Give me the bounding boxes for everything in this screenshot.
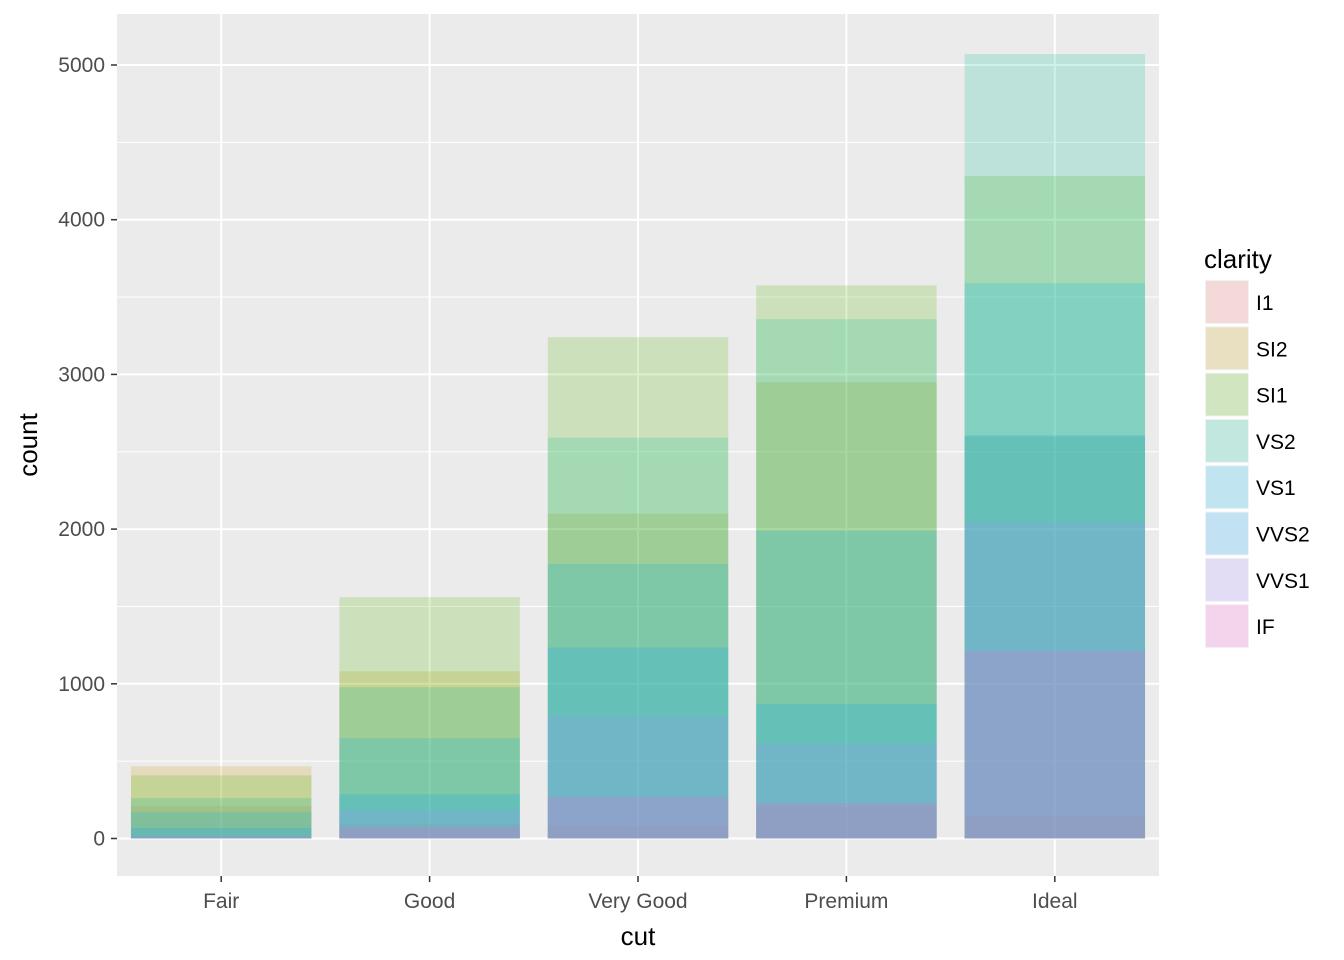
bar-vvs2-good [339,794,520,839]
y-tick-label: 4000 [58,209,105,232]
x-tick-label: Fair [203,890,239,913]
legend-label-vvs2: VVS2 [1256,524,1310,547]
bar-si1-ideal [964,176,1146,839]
y-tick-label: 5000 [58,54,105,77]
legend-key-vs1 [1206,466,1248,509]
bar-if-premium [756,802,937,839]
legend-label-if: IF [1256,616,1275,639]
y-axis: 0 1000 2000 3000 4000 5000 [58,54,117,851]
bar-vs1-good [339,738,520,839]
bar-vs2-premium [756,319,937,839]
bar-vs2-very-good [547,437,729,839]
legend-key-background [1205,465,1249,510]
bar-i1-good [339,823,520,839]
bar-vvs2-fair [130,827,312,839]
legend-key-background [1205,557,1249,602]
bar-vvs1-premium [756,743,937,839]
bar-vs2-fair [130,798,312,839]
bar-si2-ideal [964,436,1146,839]
bar-vs2-good [339,687,520,839]
bar-vvs1-ideal [964,521,1146,839]
legend-label-si1: SI1 [1256,385,1288,408]
bar-i1-ideal [964,815,1146,839]
x-tick-label: Very Good [588,890,687,913]
legend-key-vs2 [1206,419,1248,462]
bar-vvs2-premium [756,703,937,839]
legend-label-i1: I1 [1256,292,1274,315]
bar-if-good [339,827,520,839]
bar-if-ideal [964,651,1146,839]
legend-key-background [1205,418,1249,463]
bar-vs1-ideal [964,283,1146,839]
bar-vvs2-very-good [547,647,729,839]
bar-si1-premium [756,285,937,839]
major-gridlines [117,14,1159,876]
y-tick-label: 2000 [58,518,105,541]
bars [130,54,1146,839]
legend-key-background [1205,604,1249,649]
legend-key-background [1205,326,1249,371]
bar-si2-fair [130,766,312,839]
legend-key-background [1205,372,1249,417]
legend-label-vs1: VS1 [1256,477,1296,500]
y-tick-label: 3000 [58,363,105,386]
bar-vvs1-fair [130,835,312,839]
legend-label-si2: SI2 [1256,338,1288,361]
bar-vvs1-very-good [547,716,729,839]
legend-label-vvs1: VVS1 [1256,570,1310,593]
legend-key-i1 [1206,281,1248,323]
bar-vs2-ideal [964,54,1146,839]
y-tick-label: 0 [93,828,105,851]
bar-si2-very-good [547,513,729,839]
bar-i1-very-good [547,825,729,839]
bar-si2-premium [756,382,937,839]
bar-si1-fair [130,775,312,839]
x-axis-title: cut [621,921,656,951]
legend-key-si2 [1206,327,1248,370]
bar-i1-premium [756,806,937,839]
x-tick-label: Ideal [1032,890,1078,913]
y-tick-label: 1000 [58,673,105,696]
legend-title: clarity [1204,244,1272,274]
y-axis-title: count [13,412,43,476]
legend: I1 SI2 SI1 VS2 VS1 VVS2 VVS1 IF [1205,280,1310,649]
bar-si1-very-good [547,337,729,839]
bar-vvs2-ideal [964,435,1146,839]
legend-label-vs2: VS2 [1256,431,1296,454]
legend-key-if [1206,605,1248,648]
bar-si2-good [339,671,520,839]
bar-si1-good [339,597,520,839]
x-tick-label: Premium [804,890,888,913]
bar-vs1-premium [756,530,937,839]
legend-key-background [1205,280,1249,324]
bar-i1-fair [130,806,312,839]
legend-key-si1 [1206,373,1248,416]
bar-vs1-very-good [547,563,729,839]
bar-if-very-good [547,797,729,839]
legend-key-vvs1 [1206,558,1248,601]
bar-vs1-fair [130,812,312,839]
x-tick-label: Good [404,890,455,913]
legend-key-background [1205,511,1249,556]
bar-vvs1-good [339,809,520,839]
x-axis: Fair Good Very Good Premium Ideal [203,876,1078,913]
legend-key-vvs2 [1206,512,1248,555]
bar-if-fair [130,837,312,839]
